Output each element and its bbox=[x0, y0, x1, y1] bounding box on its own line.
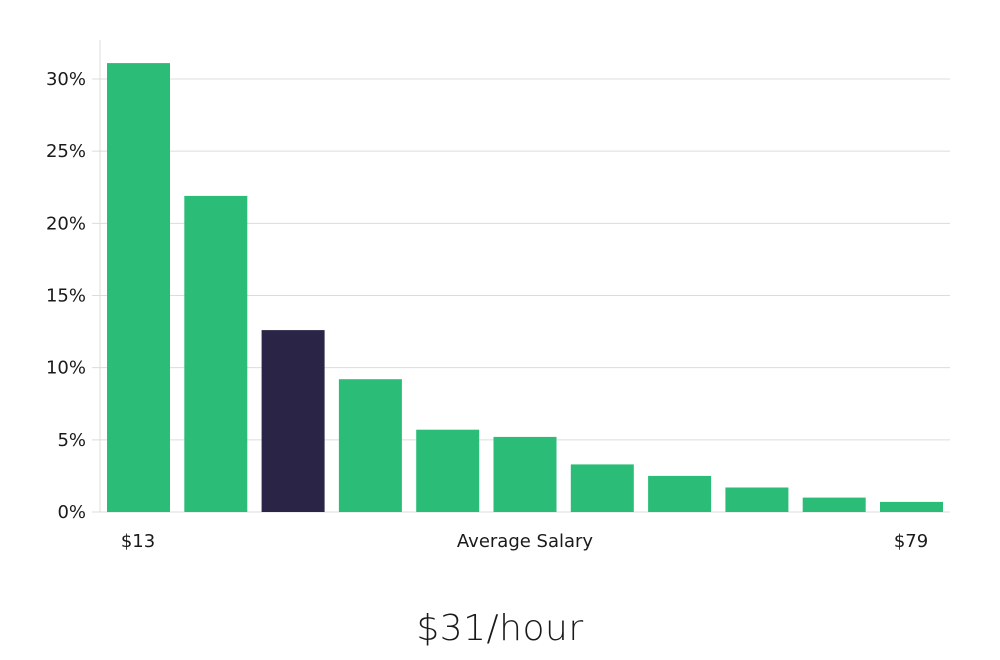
y-tick-label: 15% bbox=[46, 286, 86, 307]
x-axis-title: Average Salary bbox=[457, 531, 594, 552]
bar bbox=[416, 429, 480, 512]
y-tick-label: 0% bbox=[57, 502, 86, 523]
bar bbox=[107, 63, 170, 512]
bar bbox=[184, 195, 248, 512]
bar bbox=[493, 436, 557, 512]
bar bbox=[880, 501, 943, 512]
bar bbox=[725, 487, 789, 512]
bar-highlighted bbox=[261, 330, 325, 512]
x-min-label: $13 bbox=[121, 531, 155, 552]
bar bbox=[802, 497, 866, 512]
y-tick-label: 30% bbox=[46, 69, 86, 90]
x-max-label: $79 bbox=[894, 531, 928, 552]
salary-distribution-chart: 0% 5% 10% 15% 20% 25% 30% $13 Average Salary $… bbox=[46, 40, 950, 552]
y-tick-label: 20% bbox=[46, 213, 86, 234]
y-axis-ticks: 0% 5% 10% 15% 20% 25% 30% bbox=[46, 69, 86, 523]
bar bbox=[570, 464, 634, 512]
bar bbox=[338, 379, 402, 512]
bar bbox=[648, 475, 712, 512]
y-tick-label: 25% bbox=[46, 141, 86, 162]
y-tick-label: 10% bbox=[46, 358, 86, 379]
average-rate-headline: $31/hour bbox=[416, 608, 584, 649]
y-tick-label: 5% bbox=[57, 430, 86, 451]
bars-layer bbox=[107, 63, 943, 512]
